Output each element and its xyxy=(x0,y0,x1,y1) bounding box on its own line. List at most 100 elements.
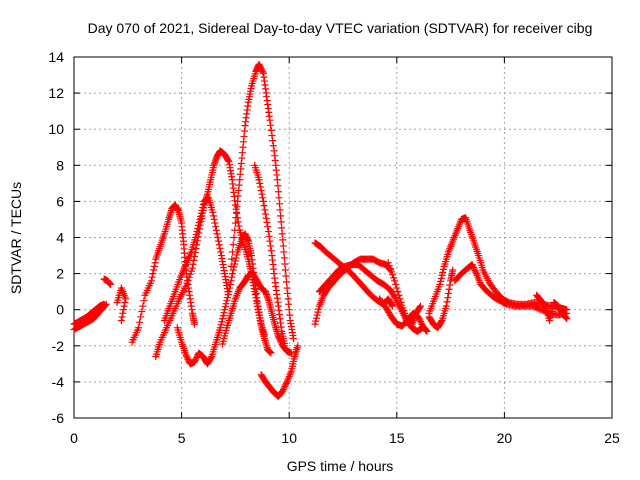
data-point xyxy=(101,301,109,309)
data-point xyxy=(436,280,444,288)
data-point xyxy=(183,352,191,360)
data-point xyxy=(192,234,200,241)
data-point xyxy=(541,301,549,309)
data-point xyxy=(388,271,396,279)
data-point xyxy=(546,317,554,325)
data-point xyxy=(273,176,281,184)
data-point xyxy=(277,212,285,220)
grid-lines xyxy=(74,57,612,418)
data-point xyxy=(263,218,271,226)
data-point xyxy=(187,267,195,275)
data-point xyxy=(216,244,224,252)
data-point xyxy=(215,241,223,249)
data-point xyxy=(422,326,430,334)
data-point xyxy=(231,260,239,268)
data-point xyxy=(190,256,198,264)
data-point xyxy=(184,355,192,363)
data-point xyxy=(257,187,265,195)
data-point xyxy=(294,342,302,350)
data-point xyxy=(198,206,206,214)
data-point xyxy=(279,387,287,395)
data-point xyxy=(199,200,207,208)
data-point xyxy=(230,234,238,241)
data-point xyxy=(274,333,282,341)
y-tick-label: -4 xyxy=(52,374,65,390)
data-point xyxy=(259,197,267,205)
data-point xyxy=(267,121,275,129)
data-point xyxy=(393,284,401,292)
y-tick-label: 8 xyxy=(56,157,64,173)
data-point xyxy=(138,308,146,316)
data-point xyxy=(264,227,272,235)
data-point xyxy=(121,298,129,306)
data-point xyxy=(269,142,277,150)
data-point xyxy=(209,208,217,216)
data-point xyxy=(140,297,148,305)
data-point xyxy=(416,316,424,324)
data-point xyxy=(136,318,144,326)
y-tick-label: 14 xyxy=(48,49,64,65)
data-points-layer xyxy=(70,60,571,400)
data-point xyxy=(216,324,224,332)
data-point xyxy=(214,234,222,241)
data-point xyxy=(257,65,265,73)
data-point xyxy=(218,318,226,326)
data-point xyxy=(437,274,445,282)
y-tick-label: 4 xyxy=(56,230,64,246)
data-point xyxy=(118,313,126,321)
data-point xyxy=(258,66,266,74)
data-point xyxy=(267,126,275,134)
data-point xyxy=(219,312,227,320)
series-t17 xyxy=(384,259,424,328)
data-point xyxy=(183,279,191,287)
data-point xyxy=(416,303,424,311)
data-point xyxy=(183,354,191,362)
data-point xyxy=(416,302,424,310)
data-point xyxy=(385,262,393,270)
series-t3 xyxy=(100,275,115,288)
series-t13 xyxy=(311,239,396,310)
data-point xyxy=(224,294,232,302)
data-point xyxy=(102,300,110,308)
data-point xyxy=(188,264,196,272)
data-point xyxy=(191,320,199,328)
data-point xyxy=(546,314,554,322)
data-point xyxy=(266,237,274,245)
data-point xyxy=(276,336,284,344)
data-point xyxy=(281,260,289,268)
data-point xyxy=(265,232,273,240)
data-point xyxy=(260,331,268,339)
data-point xyxy=(264,223,272,231)
series-t21 xyxy=(533,291,571,325)
data-point xyxy=(137,313,145,321)
data-point xyxy=(417,319,425,327)
data-point xyxy=(210,212,218,220)
data-point xyxy=(224,156,232,164)
data-point xyxy=(563,315,571,323)
data-point xyxy=(269,137,277,145)
data-point xyxy=(423,327,431,335)
data-point xyxy=(446,281,454,289)
axis-ticks: 0 5 10 15 20 25 -6 -4 -2 0 2 4 6 8 10 12 14 xyxy=(48,49,620,446)
data-point xyxy=(226,280,234,288)
data-point xyxy=(283,278,291,286)
data-point xyxy=(390,274,398,282)
data-point xyxy=(282,381,290,389)
data-point xyxy=(314,308,322,316)
data-point xyxy=(229,266,237,274)
data-point xyxy=(258,190,266,198)
data-point xyxy=(227,262,235,270)
data-point xyxy=(218,315,226,323)
x-tick-label: 0 xyxy=(70,430,78,446)
data-point xyxy=(192,355,200,363)
data-point xyxy=(548,308,556,316)
data-point xyxy=(189,260,197,268)
data-point xyxy=(193,354,201,362)
data-point xyxy=(468,261,476,269)
data-point xyxy=(281,382,289,390)
data-point xyxy=(280,254,288,262)
data-point xyxy=(149,270,157,278)
data-point xyxy=(267,349,275,357)
series-t9 xyxy=(218,270,295,357)
series-t16 xyxy=(376,295,431,335)
